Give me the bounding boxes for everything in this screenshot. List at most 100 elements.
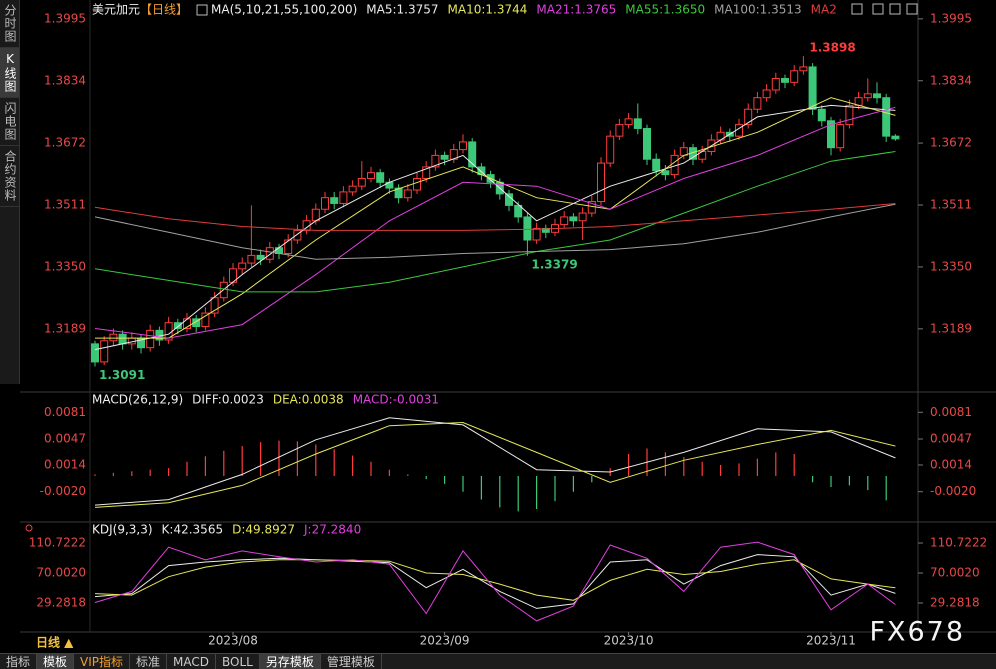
y-tick-label: 110.7222 — [930, 536, 987, 550]
side-tab[interactable]: 闪电图 — [0, 98, 19, 146]
candle-body — [514, 204, 523, 218]
candle-body — [367, 172, 375, 179]
candle-body — [661, 170, 670, 176]
candle-body — [836, 124, 845, 149]
candle-body — [330, 197, 339, 204]
candle-body — [652, 158, 661, 172]
y-tick-label-left: 1.3995 — [44, 11, 86, 25]
tab[interactable]: MACD — [167, 654, 217, 669]
y-tick-label: 70.0020 — [930, 566, 980, 580]
candle-body — [615, 124, 624, 137]
legend-entry: MA10:1.3744 — [448, 3, 528, 17]
side-tab[interactable]: 分时图 — [0, 0, 19, 48]
candle-body — [633, 118, 642, 129]
annotation: 1.3379 — [531, 257, 577, 271]
legend-entry: DIFF:0.0023 — [192, 393, 264, 407]
candle-body — [376, 172, 385, 183]
candle-body — [863, 93, 872, 99]
y-tick-label-left: 0.0081 — [44, 405, 86, 419]
icon[interactable] — [872, 3, 884, 15]
y-tick-label-left: 110.7222 — [29, 536, 86, 550]
y-tick-label: 1.3995 — [930, 11, 972, 25]
annotation: 1.3898 — [809, 41, 855, 55]
legend-entry: MA5:1.3757 — [366, 3, 438, 17]
indicator-name: MA(5,10,21,55,100,200) — [211, 3, 357, 17]
tab[interactable]: 模板 — [37, 654, 75, 669]
candle-body — [505, 193, 513, 206]
series-line — [94, 421, 896, 508]
y-tick-label: 1.3672 — [930, 136, 972, 150]
legend-entry: D:49.8927 — [232, 523, 295, 537]
tab[interactable]: 管理模板 — [321, 654, 382, 669]
indicator-name: MACD(26,12,9) — [92, 393, 183, 407]
candle-body — [468, 141, 477, 168]
candle-body — [827, 120, 835, 149]
candle-body — [753, 97, 762, 110]
x-tick-label: 2023/08 — [208, 634, 258, 648]
candle-body — [357, 177, 366, 187]
side-tab[interactable]: K线图 — [0, 48, 19, 98]
candle-body — [265, 247, 274, 260]
candle-body — [624, 118, 633, 126]
candle-body — [560, 216, 569, 226]
candle-body — [321, 197, 329, 210]
y-tick-label-left: 1.3511 — [44, 198, 86, 212]
watermark: FX678 — [869, 617, 965, 648]
candle-body — [284, 239, 293, 254]
chart-title: 美元加元 — [92, 3, 140, 17]
series-line — [94, 106, 896, 339]
candle-body — [569, 216, 578, 222]
series-line — [94, 104, 896, 351]
candle-body — [109, 333, 118, 342]
candle-body — [459, 141, 467, 151]
sidebar: 分时图 K线图 闪电图 合约资料 — [0, 0, 20, 384]
candle-body — [744, 108, 753, 126]
icon[interactable] — [889, 3, 901, 15]
tab[interactable]: VIP指标 — [74, 654, 131, 669]
candle-body — [173, 322, 182, 329]
y-tick-label-left: 1.3672 — [44, 136, 86, 150]
window-icons — [851, 3, 918, 15]
tab[interactable]: 标准 — [130, 654, 168, 669]
y-tick-label-left: 1.3189 — [44, 321, 86, 335]
series-line — [94, 151, 896, 293]
legend-entry: MA55:1.3650 — [625, 3, 705, 17]
candle-body — [247, 254, 256, 264]
x-tick-label: 2023/11 — [806, 634, 856, 648]
indicator-icon — [196, 4, 208, 16]
indicator-name: KDJ(9,3,3) — [92, 523, 153, 537]
candle-body — [523, 216, 532, 241]
candle-body — [440, 154, 449, 160]
legend-entry: MA2 — [811, 3, 837, 17]
candle-body — [762, 89, 771, 99]
candle-body — [339, 191, 348, 204]
candle-body — [422, 166, 431, 179]
candle-body — [808, 66, 817, 110]
y-tick-label-left: 29.2818 — [36, 595, 86, 609]
candle-body — [578, 212, 587, 222]
candle-body — [873, 93, 881, 99]
tab[interactable]: 指标 — [0, 654, 38, 669]
candle-body — [532, 227, 541, 241]
candle-body — [201, 312, 210, 328]
tab[interactable]: 另存模板 — [259, 654, 321, 669]
settings-icon[interactable] — [25, 524, 33, 532]
legend-entry: DEA:0.0038 — [273, 393, 344, 407]
candle-body — [403, 189, 412, 199]
series-line — [94, 203, 896, 231]
period-button[interactable]: 日线 ▲ — [36, 635, 74, 650]
icon[interactable] — [851, 3, 863, 15]
tab[interactable]: BOLL — [216, 654, 260, 669]
icon[interactable] — [906, 3, 918, 15]
candle-body — [891, 135, 900, 140]
y-tick-label: 1.3511 — [930, 198, 972, 212]
side-tab[interactable]: 合约资料 — [0, 146, 19, 207]
candle-body — [643, 127, 651, 160]
legend-entry: J:27.2840 — [303, 523, 361, 537]
tab-bar: 指标 模板 VIP指标 标准 MACD BOLL 另存模板 管理模板 — [0, 653, 996, 669]
legend-entry: MA100:1.3513 — [714, 3, 802, 17]
candle-body — [799, 66, 808, 72]
y-tick-label: 1.3350 — [930, 259, 972, 273]
candle-body — [394, 187, 403, 199]
y-tick-label: 1.3834 — [930, 73, 972, 87]
